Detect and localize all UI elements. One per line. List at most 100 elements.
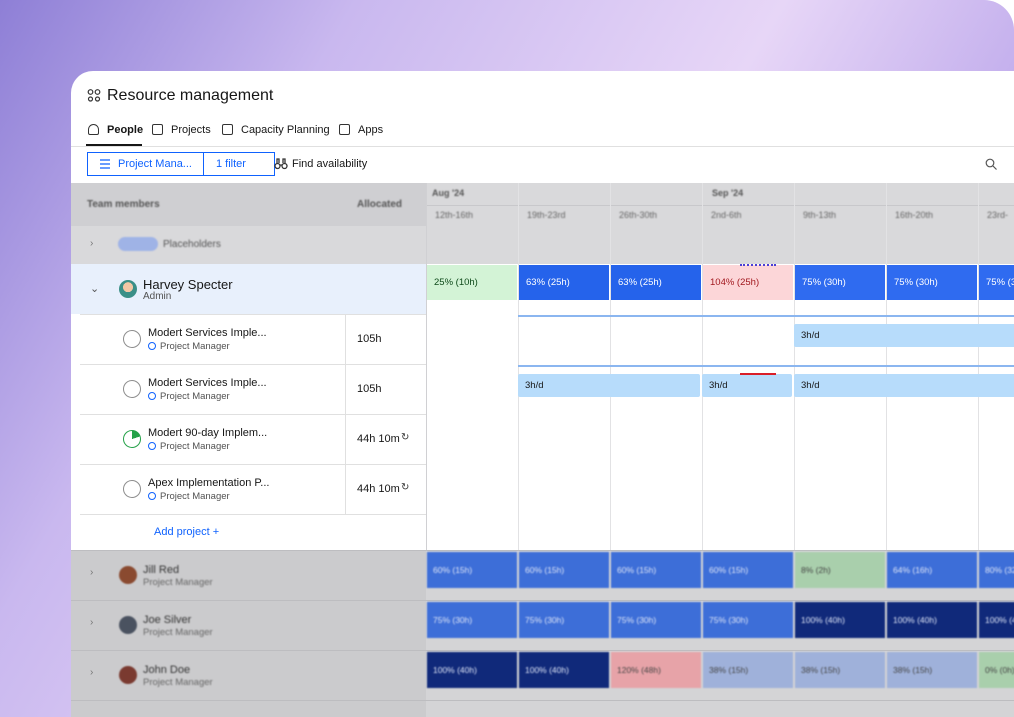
row-divider xyxy=(71,700,1014,701)
allocation-cell: 75% (30h) xyxy=(703,602,793,638)
avatar xyxy=(119,616,137,634)
project-name: Modert 90-day Implem... xyxy=(148,427,268,439)
assignment-bar: 3h/d xyxy=(518,374,700,397)
grid-line xyxy=(518,183,519,717)
allocation-cell: 75% (30h) xyxy=(611,602,701,638)
month-label: Sep '24 xyxy=(712,188,744,198)
tab[interactable]: People xyxy=(107,124,144,136)
allocation-cell: 104% (25h) xyxy=(703,265,793,300)
tab[interactable]: Apps xyxy=(358,124,384,136)
collapse-chevron: ⌄ xyxy=(90,283,100,295)
tab[interactable]: Projects xyxy=(171,124,211,136)
add-project[interactable]: Add project + xyxy=(154,526,220,538)
person-role: Project Manager xyxy=(143,627,213,638)
row-divider xyxy=(80,414,426,415)
allocation-cell: 38% (15h) xyxy=(795,652,885,688)
person-role: Project Manager xyxy=(143,677,213,688)
allocation-cell: 75% (30h) xyxy=(795,265,885,300)
status-icon xyxy=(123,380,141,398)
row-divider xyxy=(80,364,426,365)
row-divider xyxy=(71,600,1014,601)
allocation-cell: 63% (25h) xyxy=(611,265,701,300)
cell-divider xyxy=(345,464,346,514)
expand-chevron: › xyxy=(90,567,94,578)
allocation-cell: 60% (15h) xyxy=(611,552,701,588)
allocation-cell: 60% (15h) xyxy=(427,552,517,588)
cell-divider xyxy=(345,414,346,464)
placeholders-label: Placeholders xyxy=(163,239,221,250)
month-label: Aug '24 xyxy=(432,188,465,198)
week-label: 12th-16th xyxy=(435,210,474,220)
week-label: 23rd- xyxy=(987,210,1009,220)
expand-chevron: › xyxy=(90,238,94,249)
allocation-cell: 100% (40h) xyxy=(979,602,1014,638)
tab[interactable]: Capacity Planning xyxy=(241,124,330,136)
allocation-cell: 75% (30h) xyxy=(519,602,609,638)
role-icon xyxy=(148,492,156,500)
allocation-cell: 0% (0h) xyxy=(979,652,1014,688)
status-icon xyxy=(123,430,141,448)
tab-indicator xyxy=(86,144,142,146)
project-role: Project Manager xyxy=(160,341,230,352)
allocation-cell: 100% (40h) xyxy=(519,652,609,688)
grid-line xyxy=(794,183,795,717)
list-icon xyxy=(100,159,110,169)
person-role: Project Manager xyxy=(143,577,213,588)
view-selector[interactable] xyxy=(87,152,275,176)
left-header xyxy=(71,183,426,226)
tab-icon xyxy=(152,124,163,135)
project-name: Modert Services Imple... xyxy=(148,327,267,339)
week-label: 19th-23rd xyxy=(527,210,566,220)
week-label: 2nd-6th xyxy=(711,210,742,220)
week-label: 16th-20th xyxy=(895,210,934,220)
allocated-hours: 105h xyxy=(357,383,382,395)
project-role: Project Manager xyxy=(160,491,230,502)
allocation-cell: 100% (40h) xyxy=(795,602,885,638)
overallocation-marker xyxy=(740,264,776,269)
tab-icon xyxy=(88,124,99,135)
divider xyxy=(203,152,204,176)
project-name: Apex Implementation P... xyxy=(148,477,270,489)
avatar xyxy=(119,280,137,298)
allocation-cell: 63% (25h) xyxy=(519,265,609,300)
avatar xyxy=(119,666,137,684)
allocated-hours: 44h 10m xyxy=(357,483,400,495)
view-label[interactable]: Project Mana... xyxy=(118,158,192,170)
panel-divider xyxy=(426,183,427,717)
assignment-bar: 3h/d xyxy=(794,324,1014,347)
search-icon[interactable] xyxy=(985,158,997,170)
allocation-cell: 60% (15h) xyxy=(703,552,793,588)
status-icon xyxy=(123,330,141,348)
placeholder-row xyxy=(71,226,1014,264)
allocation-cell: 100% (40h) xyxy=(887,602,977,638)
project-role: Project Manager xyxy=(160,441,230,452)
allocation-cell: 8% (2h) xyxy=(795,552,885,588)
row-divider xyxy=(80,314,426,315)
tab-icon xyxy=(222,124,233,135)
cell-divider xyxy=(345,364,346,414)
allocated-hours: 105h xyxy=(357,333,382,345)
allocation-cell: 25% (10h) xyxy=(427,265,517,300)
grid-line xyxy=(886,183,887,717)
week-row-line xyxy=(426,205,1014,206)
timeline-line xyxy=(518,315,1014,317)
avatar xyxy=(119,566,137,584)
timeline-line xyxy=(518,365,1014,367)
week-label: 9th-13th xyxy=(803,210,837,220)
grid-line xyxy=(702,183,703,717)
row-divider xyxy=(80,514,426,515)
binoculars-icon xyxy=(274,158,288,170)
row-divider xyxy=(71,550,1014,551)
person-name: Harvey Specter xyxy=(143,277,233,292)
allocated-hours: 44h 10m xyxy=(357,433,400,445)
filter-button[interactable]: 1 filter xyxy=(216,158,246,170)
find-availability[interactable]: Find availability xyxy=(292,158,368,170)
grid-line xyxy=(610,183,611,717)
status-icon xyxy=(123,480,141,498)
person-name: Jill Red xyxy=(143,564,180,576)
tab-icon xyxy=(339,124,350,135)
row-divider xyxy=(71,650,1014,651)
column-header: Team members xyxy=(87,199,160,210)
avatar-group xyxy=(118,237,158,251)
person-role: Admin xyxy=(143,291,172,302)
